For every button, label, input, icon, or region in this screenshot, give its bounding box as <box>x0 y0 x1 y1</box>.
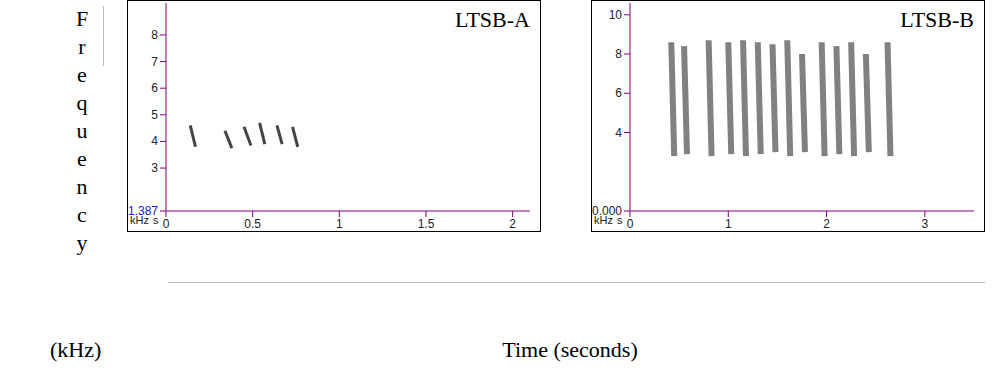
svg-text:1: 1 <box>725 217 732 231</box>
svg-text:3: 3 <box>151 161 158 175</box>
svg-text:8: 8 <box>615 47 622 61</box>
svg-text:4: 4 <box>615 126 622 140</box>
svg-text:3: 3 <box>922 217 929 231</box>
svg-text:2: 2 <box>823 217 830 231</box>
svg-text:7: 7 <box>151 55 158 69</box>
svg-text:0: 0 <box>163 217 170 231</box>
svg-text:0.5: 0.5 <box>244 217 261 231</box>
svg-text:8: 8 <box>151 28 158 42</box>
svg-text:0: 0 <box>627 217 634 231</box>
svg-text:2: 2 <box>509 217 516 231</box>
svg-text:5: 5 <box>151 108 158 122</box>
svg-text:1.5: 1.5 <box>418 217 435 231</box>
svg-text:4: 4 <box>151 134 158 148</box>
svg-text:6: 6 <box>151 81 158 95</box>
svg-text:6: 6 <box>615 86 622 100</box>
svg-text:10: 10 <box>609 8 623 22</box>
svg-text:1: 1 <box>336 217 343 231</box>
